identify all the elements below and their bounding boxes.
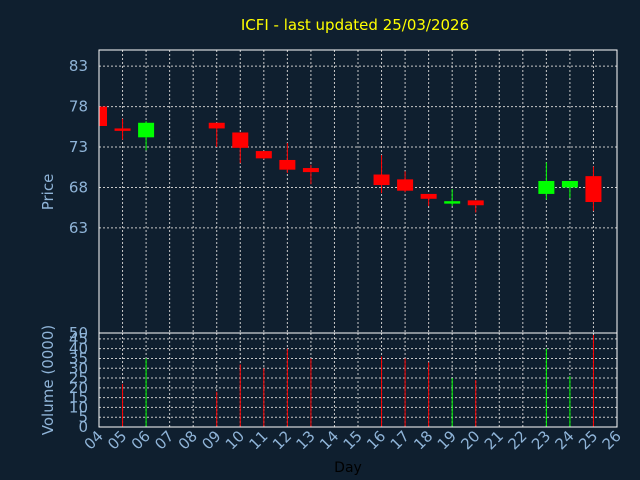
volume-panel-frame: [98, 332, 618, 428]
volume-y-tick: 10: [69, 398, 88, 416]
candle-body: [467, 200, 484, 206]
x-tick: 25: [575, 427, 601, 453]
volume-y-tick: 45: [69, 330, 88, 348]
x-tick: 21: [481, 427, 507, 453]
x-tick: 26: [599, 427, 625, 453]
x-axis-label: Day: [334, 460, 362, 476]
x-tick: 08: [175, 427, 201, 453]
price-y-tick: 68: [69, 178, 88, 196]
volume-grid: [99, 333, 617, 427]
volume-y-tick: 15: [69, 389, 88, 407]
x-tick: 07: [151, 427, 177, 453]
price-y-tick: 83: [69, 57, 88, 75]
x-tick: 23: [528, 427, 554, 453]
price-axis-label: Price: [39, 174, 57, 211]
x-tick: 12: [269, 427, 295, 453]
x-tick: 18: [410, 427, 436, 453]
price-y-tick: 78: [69, 98, 88, 116]
volume-y-tick: 0: [78, 418, 88, 436]
candle-body: [114, 128, 131, 131]
x-tick: 24: [552, 427, 578, 453]
x-tick: 20: [457, 427, 483, 453]
x-tick: 13: [293, 427, 319, 453]
x-tick: 06: [128, 427, 154, 453]
price-y-tick-labels: 83 78 73 68 63 50: [69, 57, 88, 342]
chart-title: ICFI - last updated 25/03/2026: [241, 16, 469, 34]
candle-body: [279, 159, 296, 170]
volume-bars: [122, 334, 594, 427]
volume-y-tick: 5: [78, 408, 88, 426]
candle-body: [232, 132, 249, 148]
candle-body: [302, 168, 319, 173]
candle-body: [208, 122, 225, 129]
candle-body: [585, 176, 602, 203]
candle-body: [138, 122, 155, 138]
candle-body: [444, 201, 461, 204]
price-y-tick: 73: [69, 138, 88, 156]
candle-body: [255, 151, 272, 159]
volume-y-tick: 40: [69, 340, 88, 358]
candle-body: [373, 174, 390, 186]
x-tick: 19: [434, 427, 460, 453]
x-tick: 10: [222, 427, 248, 453]
volume-y-tick: 25: [69, 369, 88, 387]
x-tick: 17: [387, 427, 413, 453]
candle-body: [538, 180, 555, 194]
x-tick: 09: [198, 427, 224, 453]
price-y-tick: 50: [69, 324, 88, 342]
x-tick-labels: 0405060708091011121314151617181920212223…: [81, 427, 625, 453]
volume-y-tick: 20: [69, 379, 88, 397]
price-y-tick: 63: [69, 219, 88, 237]
candle-body: [561, 180, 578, 188]
x-tick: 14: [316, 427, 342, 453]
volume-axis-label: Volume (0000): [39, 325, 57, 435]
volume-y-tick: 30: [69, 359, 88, 377]
x-tick: 11: [245, 427, 271, 453]
price-candles: [98, 104, 602, 213]
volume-y-tick: 35: [69, 349, 88, 367]
x-tick: 05: [104, 427, 130, 453]
candle-body: [420, 193, 437, 199]
x-tick: 15: [340, 427, 366, 453]
x-tick: 16: [363, 427, 389, 453]
candle-body: [99, 106, 107, 127]
x-tick: 22: [504, 427, 530, 453]
candle-body: [397, 179, 414, 191]
